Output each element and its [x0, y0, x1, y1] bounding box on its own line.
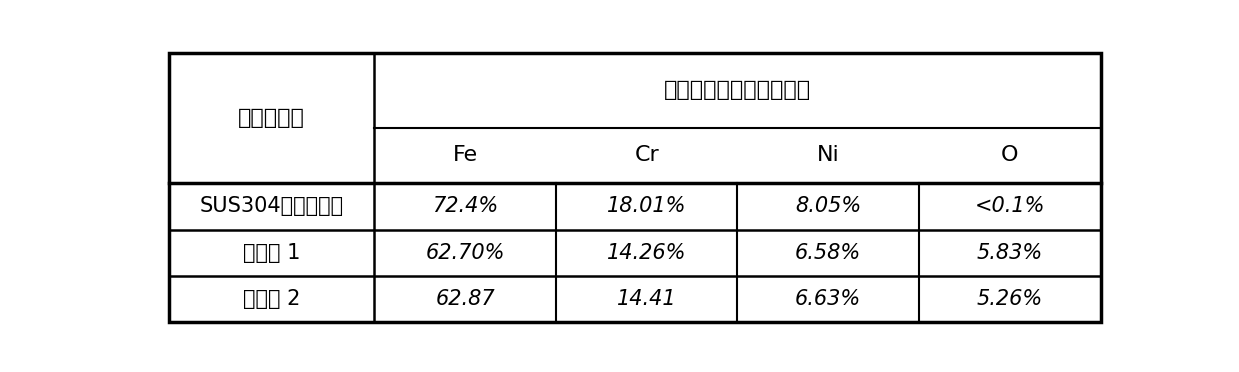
Text: 元素含量（质量百分比）: 元素含量（质量百分比） — [664, 80, 812, 100]
Text: 18.01%: 18.01% — [607, 196, 686, 217]
Text: Ni: Ni — [817, 145, 840, 166]
Text: 5.83%: 5.83% — [976, 243, 1043, 263]
Text: 62.87: 62.87 — [435, 289, 494, 309]
Text: 62.70%: 62.70% — [425, 243, 504, 263]
Text: Cr: Cr — [634, 145, 659, 166]
Text: 72.4%: 72.4% — [432, 196, 498, 217]
Text: O: O — [1001, 145, 1018, 166]
Text: 不锈锂基体: 不锈锂基体 — [238, 108, 305, 128]
Text: <0.1%: <0.1% — [975, 196, 1046, 217]
Text: 14.41: 14.41 — [617, 289, 676, 309]
Text: 8.05%: 8.05% — [795, 196, 861, 217]
Text: 14.26%: 14.26% — [607, 243, 686, 263]
Text: 实施例 2: 实施例 2 — [243, 289, 300, 309]
Text: Fe: Fe — [452, 145, 477, 166]
Text: 5.26%: 5.26% — [976, 289, 1043, 309]
Text: 6.63%: 6.63% — [795, 289, 861, 309]
Text: SUS304（处理前）: SUS304（处理前） — [199, 196, 343, 217]
Text: 6.58%: 6.58% — [795, 243, 861, 263]
Text: 实施例 1: 实施例 1 — [243, 243, 300, 263]
